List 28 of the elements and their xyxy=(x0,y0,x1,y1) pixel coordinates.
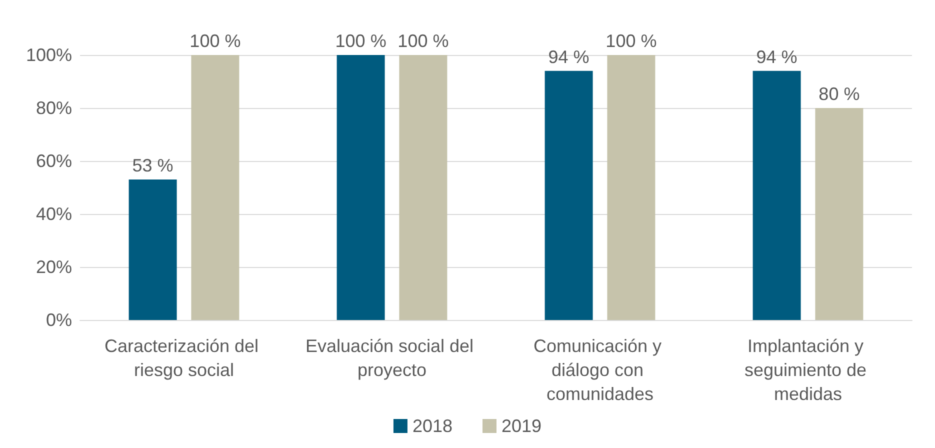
data-label: 80 % xyxy=(818,84,860,104)
data-label: 100 % xyxy=(190,31,241,51)
x-tick-label: Comunicación y diálogo con comunidades xyxy=(533,336,667,404)
bar xyxy=(544,70,593,320)
bar xyxy=(815,108,864,320)
data-label: 100 % xyxy=(398,31,449,51)
data-label: 94 % xyxy=(548,46,590,67)
data-label: 53 % xyxy=(132,156,174,176)
x-tick-label: Caracterización del riesgo social xyxy=(104,336,264,380)
legend-label: 2019 xyxy=(502,416,542,436)
y-tick-label: 40% xyxy=(36,204,72,224)
bar xyxy=(336,55,385,320)
x-tick-label: Implantación y seguimiento de medidas xyxy=(744,336,872,404)
data-label: 100 % xyxy=(335,31,386,51)
bar xyxy=(607,55,656,320)
legend-label: 2018 xyxy=(412,416,453,436)
y-tick-label: 60% xyxy=(36,151,72,171)
y-tick-label: 100% xyxy=(26,45,72,65)
bar xyxy=(399,55,448,320)
y-tick-label: 80% xyxy=(36,98,72,118)
x-tick-label: Evaluación social del proyecto xyxy=(305,336,479,380)
data-label: 94 % xyxy=(756,46,798,67)
y-tick-label: 0% xyxy=(46,310,72,330)
data-label: 100 % xyxy=(606,31,657,51)
bar xyxy=(128,180,177,320)
bar xyxy=(191,55,240,320)
y-tick-label: 20% xyxy=(36,257,72,277)
bar xyxy=(752,70,801,320)
